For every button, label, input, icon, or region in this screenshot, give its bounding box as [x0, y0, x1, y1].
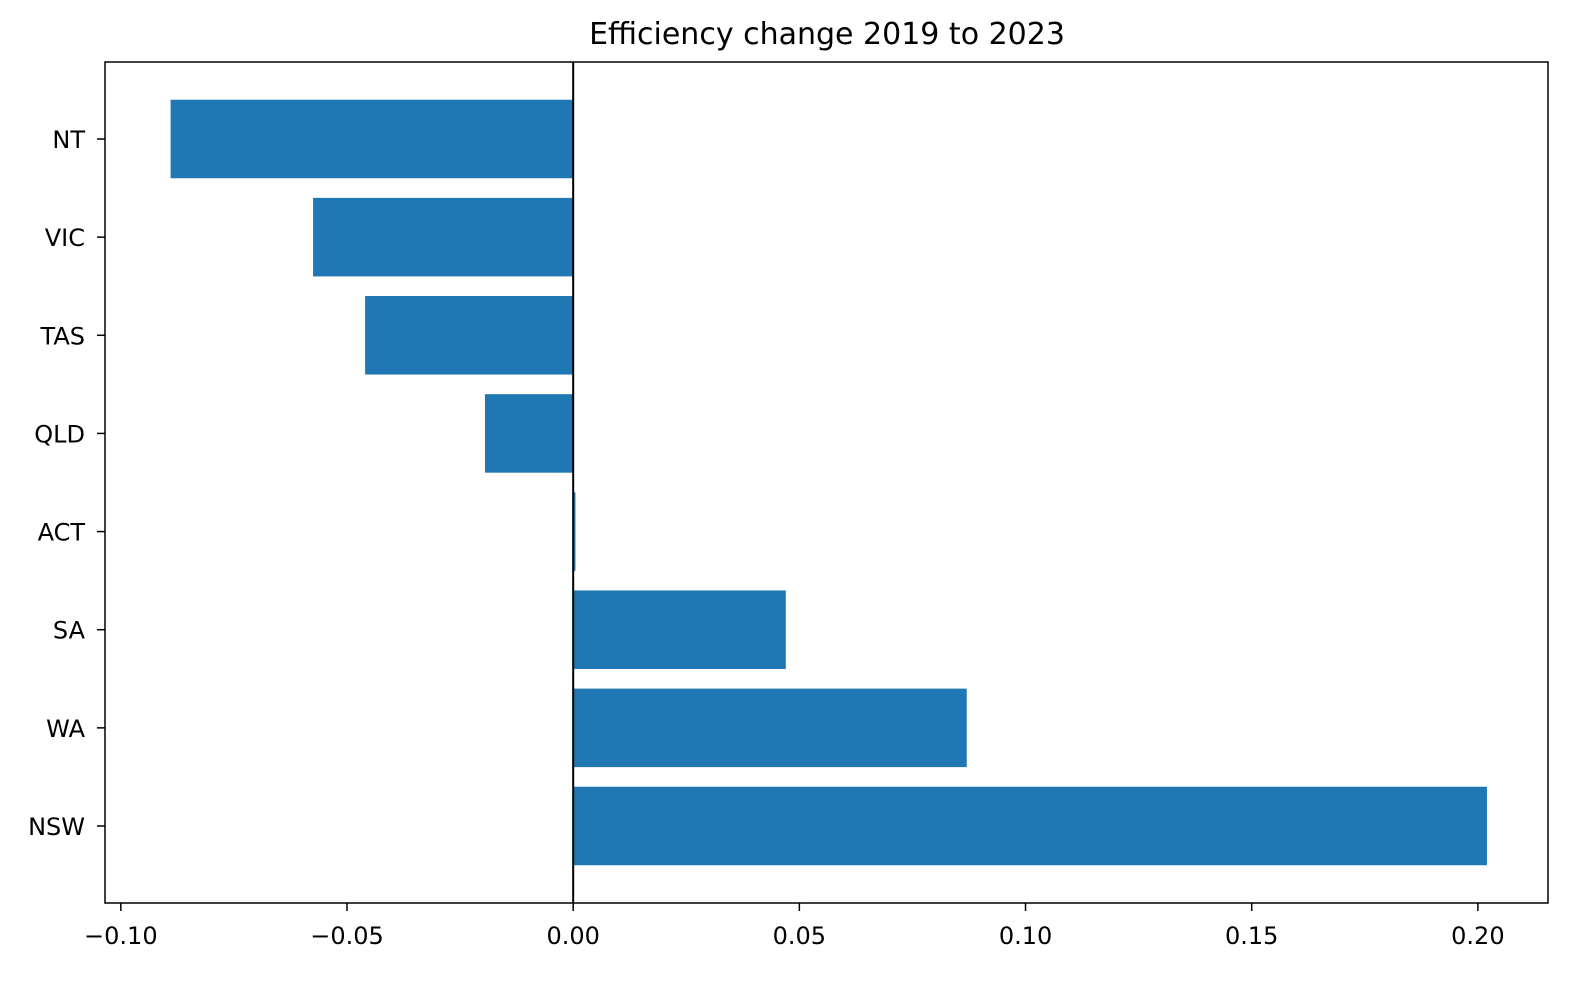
plot-area: NT VIC TAS QLD ACT SA WA NSW −0.10 −0.05 0.00 0.05 0… [28, 61, 1549, 950]
bar-sa [573, 590, 786, 669]
y-tick-label: NT [52, 126, 85, 154]
x-tick-label: −0.05 [310, 922, 384, 950]
x-tick-label: 0.10 [999, 922, 1052, 950]
bar-wa [573, 688, 967, 768]
y-tick-label: SA [53, 617, 86, 645]
x-tick-label: −0.10 [84, 922, 158, 950]
y-tick-label: WA [46, 715, 85, 743]
bar-nsw [573, 786, 1487, 866]
bar-act [573, 492, 576, 571]
x-tick-label: 0.00 [546, 922, 599, 950]
plot-frame [104, 61, 1549, 904]
y-tick-label: QLD [34, 420, 85, 448]
y-tick-label: TAS [40, 322, 85, 350]
x-tick-label: 0.20 [1451, 922, 1504, 950]
y-tick-label: ACT [38, 519, 86, 547]
bar-vic [313, 197, 574, 277]
bar-tas [365, 296, 574, 375]
y-tick-label: NSW [28, 813, 85, 841]
bar-nt [170, 99, 574, 179]
y-tick-label: VIC [45, 224, 85, 252]
x-tick-label: 0.05 [773, 922, 826, 950]
bar-qld [484, 394, 574, 473]
x-tick-label: 0.15 [1225, 922, 1278, 950]
chart-title: Efficiency change 2019 to 2023 [589, 17, 1065, 52]
